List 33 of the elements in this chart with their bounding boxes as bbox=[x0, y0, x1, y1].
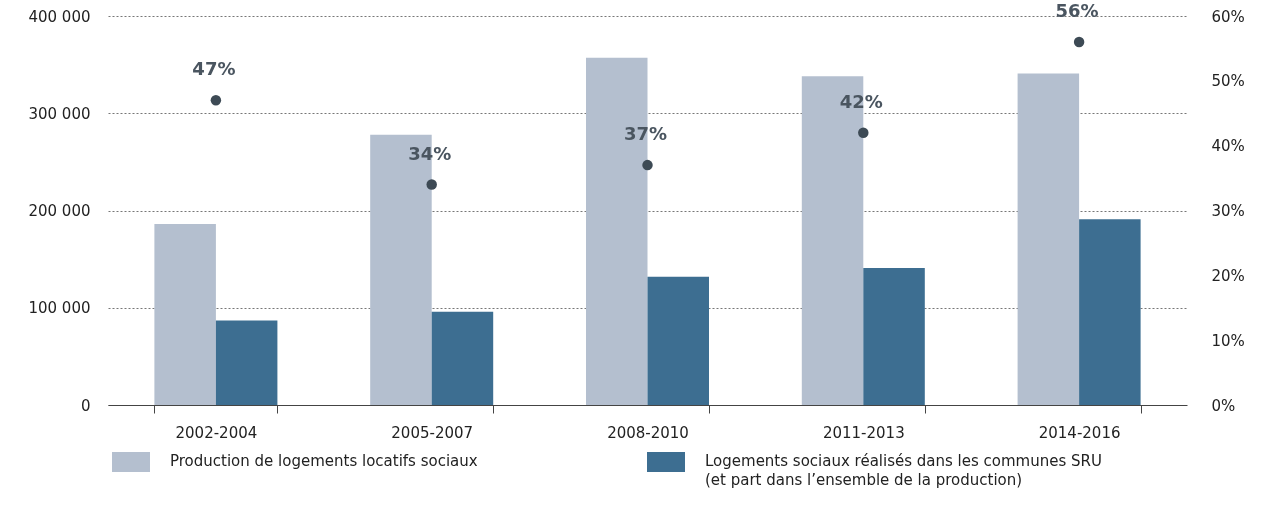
y2-tick-label: 60% bbox=[1211, 7, 1245, 26]
bar bbox=[431, 311, 494, 405]
y2-tick-label: 30% bbox=[1211, 202, 1245, 220]
bar bbox=[863, 267, 925, 405]
x-tick-label: 2002-2004 bbox=[175, 423, 258, 442]
y2-tick-label: 50% bbox=[1211, 72, 1245, 91]
point bbox=[210, 95, 222, 106]
y2-tick-label: 10% bbox=[1211, 331, 1245, 350]
point bbox=[858, 127, 869, 138]
y-tick-label: 300 000 bbox=[28, 104, 91, 123]
bar bbox=[154, 224, 216, 405]
x-tick-label: 2011-2013 bbox=[822, 423, 905, 442]
legend-label: Logements sociaux réalisés dans les communes SRU (et part dans l’ensemble de la production) bbox=[705, 452, 1102, 490]
x-tick-label: 2005-2007 bbox=[391, 423, 474, 442]
point bbox=[642, 159, 653, 171]
y-tick-label: 100 000 bbox=[28, 299, 91, 318]
data-label: 47% bbox=[192, 58, 236, 80]
bar bbox=[1079, 219, 1141, 405]
y2-tick-label: 20% bbox=[1211, 266, 1245, 285]
y-tick-label: 400 000 bbox=[28, 7, 91, 26]
point bbox=[426, 179, 437, 190]
bar bbox=[1017, 73, 1080, 405]
x-tick-label: 2008-2010 bbox=[607, 423, 689, 442]
y-tick-label: 200 000 bbox=[28, 202, 91, 220]
bar bbox=[647, 276, 709, 405]
data-label: 56% bbox=[1055, 0, 1099, 21]
legend-label: Production de logements locatifs sociaux bbox=[170, 452, 478, 471]
bar bbox=[215, 320, 278, 405]
x-tick-label: 2014-2016 bbox=[1038, 423, 1121, 442]
point bbox=[1073, 36, 1085, 48]
y2-tick-label: 40% bbox=[1211, 137, 1245, 156]
y2-tick-label: 0% bbox=[1211, 396, 1236, 415]
y-tick-label: 0 bbox=[80, 396, 91, 415]
